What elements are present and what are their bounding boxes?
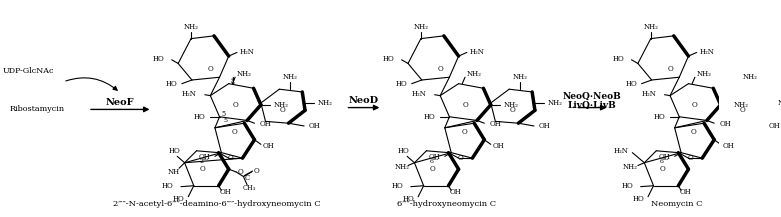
Text: HO: HO [162, 182, 173, 190]
Text: HO: HO [424, 113, 436, 121]
Text: HO: HO [403, 195, 415, 203]
Text: H₂N: H₂N [182, 90, 197, 98]
Text: 2‴″: 2‴″ [200, 159, 209, 164]
Text: NH₂: NH₂ [274, 101, 289, 109]
Text: NeoQ·NeoB: NeoQ·NeoB [562, 92, 622, 101]
Text: NeoF: NeoF [106, 99, 134, 107]
Text: 6‴″: 6‴″ [660, 159, 669, 164]
Text: CH₃: CH₃ [242, 184, 255, 192]
Text: OH: OH [679, 188, 691, 196]
Text: O: O [231, 128, 237, 136]
Text: NH₂: NH₂ [413, 23, 428, 31]
Text: OH: OH [769, 122, 780, 130]
Text: OH: OH [220, 188, 232, 196]
Text: O: O [510, 106, 515, 114]
Text: 6‴″-hydroxyneomycin C: 6‴″-hydroxyneomycin C [397, 200, 496, 208]
Text: OH: OH [720, 120, 732, 128]
Text: HO: HO [626, 80, 637, 88]
Text: NH₂: NH₂ [467, 71, 482, 79]
Text: HO: HO [168, 147, 180, 155]
Text: O: O [238, 168, 244, 176]
Text: O: O [691, 128, 697, 136]
Text: HO: HO [152, 55, 164, 63]
Text: O: O [687, 154, 694, 162]
Text: HO: HO [654, 113, 665, 121]
Text: O: O [228, 154, 234, 162]
Text: OH: OH [539, 122, 551, 130]
Text: Neomycin C: Neomycin C [651, 200, 702, 208]
Text: O: O [430, 165, 436, 173]
Text: HO: HO [612, 55, 624, 63]
Text: HO: HO [392, 182, 404, 190]
Text: O: O [208, 65, 213, 73]
Text: NH₂: NH₂ [733, 101, 748, 109]
Text: H₂N: H₂N [240, 48, 255, 56]
Text: H₂N: H₂N [614, 147, 629, 155]
Text: O: O [740, 106, 746, 114]
Text: H₂N: H₂N [412, 90, 426, 98]
Text: NH₂: NH₂ [644, 23, 658, 31]
Text: O: O [667, 65, 673, 73]
Text: O: O [660, 165, 665, 173]
Text: NH₂: NH₂ [743, 73, 758, 81]
Text: O: O [232, 101, 238, 109]
Text: O: O [692, 101, 697, 109]
Text: H₂N: H₂N [641, 90, 656, 98]
Text: HO: HO [395, 80, 407, 88]
Text: HO: HO [194, 113, 205, 121]
Text: OH: OH [262, 142, 274, 150]
Text: O: O [462, 128, 467, 136]
Text: OH: OH [450, 188, 462, 196]
Text: HO: HO [622, 182, 633, 190]
Text: OH: OH [490, 120, 501, 128]
Text: H₂N: H₂N [469, 48, 484, 56]
Text: HO: HO [398, 147, 410, 155]
Text: 2‴″-N-acetyl-6‴″-deamino-6‴″-hydroxyneomycin C: 2‴″-N-acetyl-6‴″-deamino-6‴″-hydroxyneom… [113, 200, 320, 208]
Text: O: O [458, 154, 463, 162]
Text: NH₂: NH₂ [318, 99, 333, 107]
Text: NH: NH [168, 168, 180, 176]
Text: O: O [280, 106, 286, 114]
Text: NH₂: NH₂ [697, 71, 711, 79]
Text: HO: HO [173, 195, 184, 203]
Text: OH: OH [722, 142, 734, 150]
Text: O: O [462, 101, 468, 109]
Text: NH₂: NH₂ [504, 101, 519, 109]
Text: 5: 5 [221, 110, 225, 118]
Text: NH₂: NH₂ [184, 23, 198, 31]
Text: OH: OH [308, 122, 320, 130]
Text: NH₂: NH₂ [283, 73, 298, 81]
Text: OH: OH [429, 153, 440, 161]
Text: OH: OH [658, 153, 670, 161]
Text: OH: OH [198, 153, 210, 161]
Text: NH₂: NH₂ [778, 99, 781, 107]
Text: LivQ·LivB: LivQ·LivB [568, 101, 616, 110]
Text: NH₂: NH₂ [623, 163, 638, 171]
Text: O: O [437, 65, 443, 73]
Text: HO: HO [383, 55, 394, 63]
Text: 6‴″: 6‴″ [430, 159, 440, 164]
Text: Ribostamycin: Ribostamycin [10, 105, 65, 113]
Text: UDP-GlcNAc: UDP-GlcNAc [2, 67, 54, 75]
Text: 4: 4 [230, 78, 234, 86]
Text: O: O [200, 165, 206, 173]
Text: HO: HO [166, 80, 177, 88]
Text: OH: OH [493, 142, 505, 150]
Text: C: C [244, 174, 250, 182]
Text: NH₂: NH₂ [237, 71, 252, 79]
Text: O: O [253, 167, 259, 175]
Text: NeoD: NeoD [349, 96, 379, 105]
Text: HO: HO [633, 195, 644, 203]
Text: 5: 5 [223, 118, 227, 123]
Text: 4: 4 [230, 77, 234, 82]
Text: H₂N: H₂N [700, 48, 715, 56]
Text: OH: OH [260, 120, 272, 128]
Text: NH₂: NH₂ [547, 99, 562, 107]
Text: NH₂: NH₂ [513, 73, 528, 81]
Text: NH₂: NH₂ [395, 163, 410, 171]
